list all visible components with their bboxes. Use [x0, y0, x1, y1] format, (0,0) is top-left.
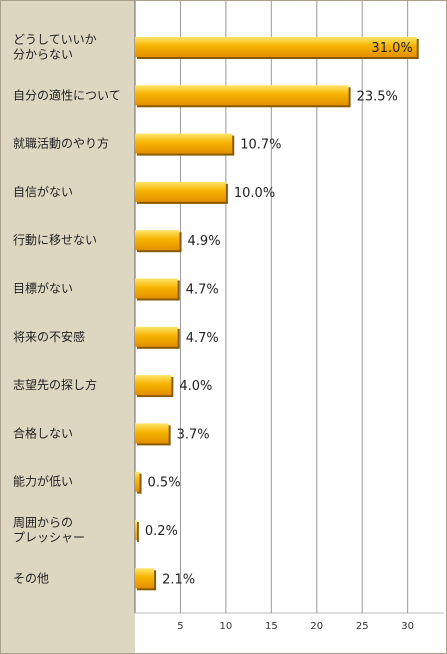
bar: [135, 568, 155, 589]
x-tick-label: 10: [220, 621, 233, 632]
category-label: 自分の適性について: [13, 87, 121, 102]
value-label: 4.9%: [188, 234, 221, 249]
value-label: 4.0%: [179, 379, 212, 394]
category-label: 合格しない: [13, 425, 73, 440]
value-label: 10.0%: [234, 186, 275, 201]
bar: [135, 278, 178, 299]
bar: [135, 326, 178, 347]
category-label-panel: [1, 1, 135, 653]
bar: [135, 230, 180, 251]
bar: [135, 181, 226, 202]
category-label: 志望先の探し方: [13, 377, 97, 392]
x-tick-label: 15: [265, 621, 278, 632]
bar: [135, 133, 233, 154]
value-label: 10.7%: [240, 138, 281, 153]
x-tick-labels: 5 10 15 20 25 30: [177, 621, 414, 632]
category-label: 目標がない: [13, 281, 73, 296]
bar-shadow: [137, 522, 139, 542]
bar: [135, 423, 169, 444]
x-tick-label: 30: [401, 621, 414, 632]
value-labels: 31.0% 23.5% 10.7% 10.0% 4.9% 4.7% 4.7% 4.0% 3.7%…: [145, 41, 413, 587]
bar: [135, 375, 172, 396]
category-label: どうしていいか分からない: [13, 33, 97, 62]
bar: [135, 85, 349, 106]
value-label: 31.0%: [371, 41, 412, 56]
category-label: 就職活動のやり方: [13, 136, 109, 151]
value-label: 4.7%: [186, 331, 219, 346]
bars: [135, 37, 419, 591]
value-label: 3.7%: [177, 427, 210, 442]
bar: [135, 471, 140, 492]
x-tick-label: 25: [356, 621, 369, 632]
bar: [135, 520, 137, 540]
x-tick-label: 20: [310, 621, 323, 632]
value-label: 0.2%: [145, 524, 178, 539]
value-label: 0.5%: [148, 476, 181, 491]
category-label: 行動に移せない: [13, 233, 97, 247]
category-label: 周囲からのプレッシャー: [13, 516, 85, 545]
category-labels: どうしていいか分からない自分の適性について就職活動のやり方自信がない行動に移せな…: [13, 33, 121, 586]
bar: [135, 37, 417, 57]
value-label: 23.5%: [357, 89, 398, 104]
value-label: 4.7%: [186, 283, 219, 298]
category-label: 将来の不安感: [13, 329, 85, 344]
x-tick-label: 5: [177, 621, 183, 632]
category-label: 能力が低い: [13, 474, 73, 489]
value-label: 2.1%: [162, 572, 195, 587]
category-label: その他: [13, 571, 49, 585]
category-label: 自信がない: [13, 184, 73, 199]
